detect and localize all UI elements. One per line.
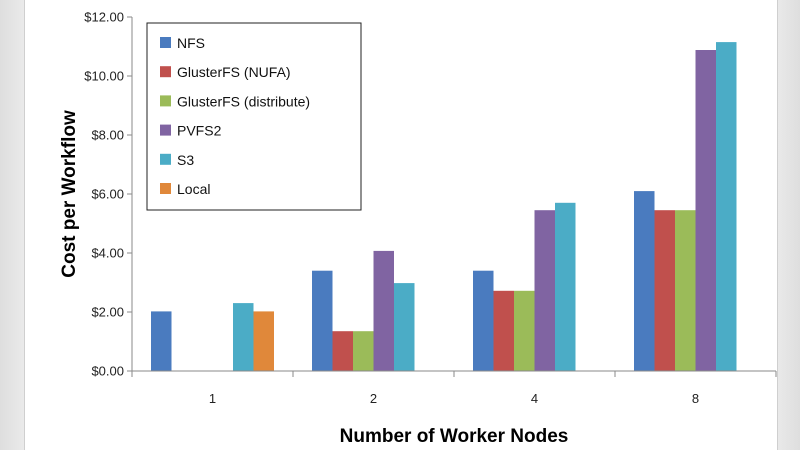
legend-swatch-glusterfs-nufa	[160, 66, 171, 78]
bar-pvfs2-8	[695, 50, 716, 371]
legend-swatch-local	[160, 183, 171, 194]
legend-label-s3: S3	[177, 152, 194, 168]
y-tick-label: $4.00	[91, 246, 124, 261]
legend-swatch-glusterfs-distribute	[160, 95, 171, 107]
y-ticks-group: $0.00 $2.00 $4.00 $6.00 $8.00 $10.00 $12.00	[84, 10, 132, 379]
bar-s3-8	[716, 42, 737, 371]
bar-nfs-8	[634, 191, 655, 371]
y-axis-title: Cost per Workflow	[59, 110, 80, 278]
bar-s3-4	[555, 202, 576, 371]
y-tick-label: $8.00	[91, 128, 124, 143]
legend-label-pvfs2: PVFS2	[177, 123, 222, 139]
x-tick-label: 2	[370, 391, 377, 406]
bar-glusterfs-distribute-4	[514, 290, 535, 371]
bar-nfs-2	[312, 270, 333, 371]
legend-swatch-pvfs2	[160, 124, 171, 136]
legend-label-glusterfs-nufa: GlusterFS (NUFA)	[177, 64, 291, 80]
legend-label-nfs: NFS	[177, 35, 205, 51]
x-ticks-group: 1 2 4 8	[131, 371, 777, 406]
bar-glusterfs-nufa-2	[332, 331, 353, 371]
y-tick-label: $2.00	[91, 305, 124, 320]
bar-glusterfs-nufa-4	[493, 290, 514, 371]
y-tick-label: $6.00	[91, 187, 124, 202]
bar-glusterfs-nufa-8	[654, 210, 675, 371]
bar-glusterfs-distribute-8	[675, 210, 696, 371]
bar-local-1	[253, 311, 274, 371]
y-tick-label: $10.00	[84, 69, 124, 84]
bar-chart: $0.00 $2.00 $4.00 $6.00 $8.00 $10.00 $12.00 1 2…	[59, 10, 777, 447]
legend: NFS GlusterFS (NUFA) GlusterFS (distribute…	[146, 22, 362, 211]
chart-frame: $0.00 $2.00 $4.00 $6.00 $8.00 $10.00 $12.00 1 2…	[24, 0, 778, 450]
bars-group	[151, 42, 737, 371]
x-axis-title: Number of Worker Nodes	[340, 426, 569, 447]
x-tick-label: 4	[531, 391, 538, 406]
bar-s3-1	[233, 303, 254, 371]
x-tick-label: 8	[692, 391, 699, 406]
y-tick-label: $0.00	[91, 364, 124, 379]
x-tick-label: 1	[209, 391, 216, 406]
bar-nfs-4	[473, 270, 494, 371]
bar-glusterfs-distribute-2	[353, 331, 374, 371]
bar-nfs-1	[151, 311, 172, 371]
legend-swatch-nfs	[160, 37, 171, 48]
bar-pvfs2-4	[534, 210, 555, 371]
bar-s3-2	[394, 283, 415, 371]
legend-box	[146, 22, 362, 211]
legend-label-glusterfs-distribute: GlusterFS (distribute)	[177, 93, 310, 109]
legend-swatch-s3	[160, 153, 171, 165]
bar-pvfs2-2	[373, 250, 394, 371]
legend-label-local: Local	[177, 181, 210, 197]
y-tick-label: $12.00	[84, 10, 124, 25]
